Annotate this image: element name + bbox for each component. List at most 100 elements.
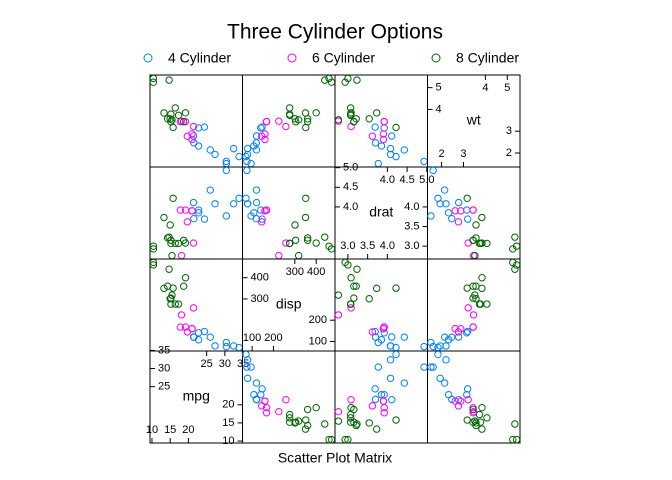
point [252,186,261,194]
point [463,329,471,337]
point [176,206,185,214]
point [149,245,158,253]
point [350,418,358,426]
point [457,207,465,215]
point [440,186,449,194]
point [386,356,395,364]
point [400,146,409,154]
point [386,150,395,159]
point [469,294,477,302]
point [334,116,343,124]
point [463,215,472,223]
point [512,261,521,269]
point [478,284,486,293]
point [252,132,261,140]
point [434,350,442,359]
point [189,198,198,207]
point [181,109,190,117]
point [149,242,158,250]
point [206,333,214,341]
variable-name: drat [369,204,393,220]
tick-label: 4 [436,103,442,115]
tick-label: 5 [504,82,510,94]
point [247,212,255,220]
point [258,215,266,223]
tick-label: 400 [307,266,325,278]
tick-label: 2 [439,148,445,160]
point [463,194,471,202]
tick-label: 35 [237,358,249,370]
point [168,116,176,124]
point [429,342,437,351]
point [171,300,179,308]
point [373,284,381,293]
point [257,124,265,132]
point [371,139,380,147]
point [380,403,388,412]
tick-label: 10 [146,424,158,436]
point [171,104,179,112]
point [321,76,329,84]
point [229,342,238,350]
point [189,122,198,131]
tick-label: 4.5 [399,174,414,186]
point [166,221,174,229]
point [285,110,294,118]
point [347,403,355,412]
point [436,200,444,208]
point [169,194,177,202]
point [183,328,192,336]
point [257,390,265,399]
point [285,410,294,419]
tick-label: 200 [309,314,327,326]
point [344,435,352,444]
point [464,396,472,404]
point [325,242,333,250]
point [334,311,343,319]
point [312,239,320,247]
point [346,410,355,419]
point [371,327,379,336]
point [436,374,444,383]
point [365,115,373,123]
point [165,76,173,84]
point [252,379,261,387]
tick-label: 2 [506,147,512,159]
point [275,407,283,416]
point [174,239,183,248]
point [472,419,480,427]
point [427,338,435,347]
tick-label: 15 [164,424,176,436]
point [312,109,320,117]
point [509,435,517,444]
point [181,274,190,282]
point [463,327,472,336]
tick-label: 3.5 [360,240,375,252]
point [352,282,360,290]
point [347,304,355,312]
tick-label: 30 [219,358,231,370]
point [374,338,382,347]
point [285,414,294,422]
point [478,239,486,247]
point [181,239,190,247]
point [302,194,310,202]
point [511,233,519,241]
point [373,425,381,433]
point [303,236,312,244]
point [483,414,491,422]
point [189,333,198,341]
point [247,363,255,371]
point [262,403,271,412]
point [448,333,456,341]
point [257,206,265,214]
point [325,74,333,83]
point [301,425,310,433]
point [291,418,300,426]
point [194,209,203,217]
point [291,236,300,244]
point [160,109,168,117]
point [442,200,450,208]
point [167,236,175,244]
point [282,396,290,404]
